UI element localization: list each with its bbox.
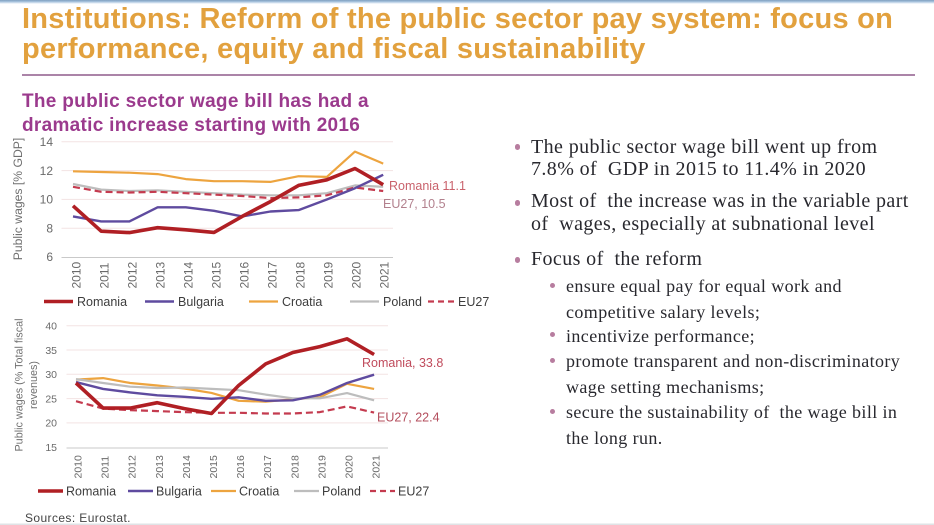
svg-text:2011: 2011: [100, 456, 112, 479]
svg-text:2010: 2010: [70, 261, 84, 288]
svg-text:2015: 2015: [208, 455, 220, 479]
svg-text:6: 6: [46, 250, 53, 264]
svg-text:15: 15: [45, 442, 57, 454]
svg-text:2012: 2012: [127, 455, 139, 479]
svg-text:10: 10: [40, 193, 54, 207]
svg-text:2012: 2012: [126, 261, 140, 288]
svg-text:revenues): revenues): [28, 361, 40, 409]
svg-text:12: 12: [40, 164, 54, 178]
svg-text:EU27: EU27: [458, 295, 489, 309]
svg-text:2017: 2017: [266, 261, 280, 288]
svg-text:40: 40: [45, 321, 57, 333]
svg-text:2018: 2018: [294, 261, 308, 288]
svg-text:Sources: Eurostat.: Sources: Eurostat.: [25, 511, 131, 525]
svg-text:Public wages [% GDP]: Public wages [% GDP]: [11, 138, 25, 261]
svg-text:20: 20: [45, 418, 57, 430]
svg-text:2013: 2013: [154, 261, 168, 288]
svg-text:Romania: Romania: [66, 485, 116, 499]
svg-text:Romania 11.1: Romania 11.1: [389, 179, 466, 193]
svg-text:14: 14: [40, 135, 54, 149]
svg-text:EU27, 10.5: EU27, 10.5: [383, 197, 446, 211]
svg-text:Romania, 33.8: Romania, 33.8: [362, 356, 443, 370]
svg-text:2013: 2013: [154, 455, 166, 479]
svg-text:Romania: Romania: [77, 295, 127, 309]
svg-text:2015: 2015: [210, 261, 224, 288]
svg-text:2020: 2020: [350, 261, 364, 288]
svg-text:2021: 2021: [378, 261, 392, 288]
svg-text:Public wages (% Total fiscal: Public wages (% Total fiscal: [14, 318, 26, 451]
svg-text:Croatia: Croatia: [282, 295, 322, 309]
svg-text:Bulgaria: Bulgaria: [178, 295, 224, 309]
svg-text:2017: 2017: [262, 455, 274, 479]
svg-text:35: 35: [45, 345, 57, 357]
svg-text:2014: 2014: [182, 261, 196, 288]
svg-text:2014: 2014: [181, 455, 193, 479]
svg-text:2020: 2020: [344, 455, 356, 479]
svg-text:EU27, 22.4: EU27, 22.4: [377, 411, 440, 425]
svg-text:EU27: EU27: [398, 485, 429, 499]
svg-text:2019: 2019: [316, 455, 328, 479]
svg-text:Poland: Poland: [383, 295, 422, 309]
svg-text:Poland: Poland: [322, 485, 361, 499]
svg-text:30: 30: [45, 369, 57, 381]
svg-text:8: 8: [46, 221, 53, 235]
svg-text:25: 25: [45, 393, 57, 405]
svg-text:2011: 2011: [98, 262, 112, 288]
svg-text:Croatia: Croatia: [239, 485, 279, 499]
svg-text:2021: 2021: [371, 455, 383, 479]
svg-text:2016: 2016: [238, 261, 252, 288]
svg-text:2018: 2018: [289, 455, 301, 479]
svg-text:2016: 2016: [235, 455, 247, 479]
svg-text:Bulgaria: Bulgaria: [156, 485, 202, 499]
svg-text:2010: 2010: [73, 455, 85, 479]
svg-text:2019: 2019: [322, 261, 336, 288]
